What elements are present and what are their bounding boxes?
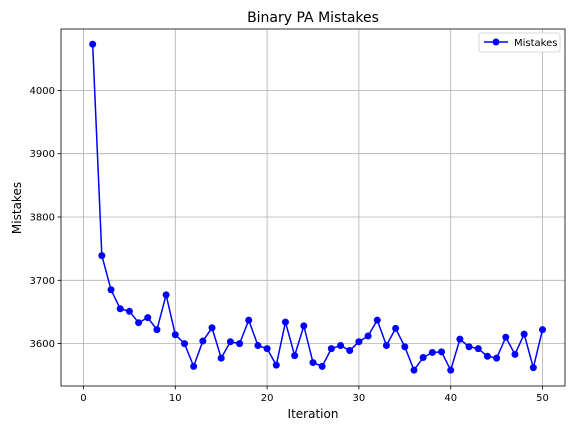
- data-point: [539, 326, 547, 334]
- data-point: [199, 337, 207, 345]
- legend-box: [478, 32, 561, 53]
- data-point: [447, 366, 455, 374]
- data-point: [89, 40, 97, 48]
- data-point: [483, 352, 491, 360]
- data-point: [208, 324, 216, 332]
- chart-title: Binary PA Mistakes: [247, 10, 379, 26]
- y-axis-title: Mistakes: [10, 182, 24, 234]
- data-point: [135, 319, 143, 327]
- data-point: [107, 286, 115, 294]
- y-tick-label: 3800: [30, 212, 55, 223]
- plot-frame: [60, 28, 566, 387]
- data-point: [281, 318, 289, 326]
- data-point: [300, 322, 308, 330]
- data-point: [364, 332, 372, 340]
- data-point: [226, 338, 234, 346]
- data-point: [171, 331, 179, 339]
- x-axis-title: Iteration: [288, 407, 339, 421]
- data-point: [327, 345, 335, 353]
- legend-label: Mistakes: [514, 38, 557, 49]
- data-point: [263, 345, 271, 353]
- data-point: [511, 350, 519, 358]
- data-point: [337, 341, 345, 349]
- data-point: [493, 354, 501, 362]
- data-point: [144, 314, 152, 322]
- series-mistakes: [89, 40, 547, 374]
- data-point: [125, 307, 133, 315]
- x-tick-label: 0: [80, 393, 86, 404]
- legend: Mistakes: [478, 32, 561, 53]
- y-axis: 3600 3700 3800 3900 4000: [30, 86, 61, 350]
- data-point: [318, 362, 326, 370]
- data-point: [474, 345, 482, 353]
- data-point: [98, 252, 106, 260]
- y-tick-label: 3900: [30, 149, 55, 160]
- y-tick-label: 3700: [30, 276, 55, 287]
- x-tick-label: 30: [353, 393, 366, 404]
- data-point: [438, 348, 446, 356]
- data-point: [382, 341, 390, 349]
- data-point: [419, 354, 427, 362]
- data-point: [520, 330, 528, 338]
- data-point: [162, 291, 170, 299]
- data-point: [217, 354, 225, 362]
- data-point: [291, 352, 299, 360]
- data-point: [254, 341, 262, 349]
- data-point: [373, 316, 381, 324]
- data-point: [465, 343, 473, 351]
- data-point: [153, 326, 161, 334]
- data-point: [245, 316, 253, 324]
- x-tick-label: 50: [536, 393, 549, 404]
- data-point: [346, 347, 354, 355]
- data-point: [180, 340, 188, 348]
- data-point: [309, 359, 317, 367]
- data-point: [272, 361, 280, 369]
- y-tick-label: 3600: [30, 339, 55, 350]
- data-point: [529, 364, 537, 372]
- data-point: [392, 324, 400, 332]
- x-tick-label: 20: [261, 393, 274, 404]
- legend-marker: [492, 38, 500, 46]
- data-point: [401, 343, 409, 351]
- data-point: [428, 348, 436, 356]
- data-point: [190, 362, 198, 370]
- x-tick-label: 40: [444, 393, 457, 404]
- data-point: [410, 366, 418, 374]
- data-point: [236, 340, 244, 348]
- x-tick-label: 10: [169, 393, 182, 404]
- data-point: [355, 338, 363, 346]
- x-axis: 0 10 20 30 40 50: [80, 386, 549, 404]
- data-point: [456, 335, 464, 343]
- grid: [61, 29, 565, 386]
- y-tick-label: 4000: [30, 86, 55, 97]
- data-point: [116, 305, 124, 313]
- data-point: [502, 333, 510, 341]
